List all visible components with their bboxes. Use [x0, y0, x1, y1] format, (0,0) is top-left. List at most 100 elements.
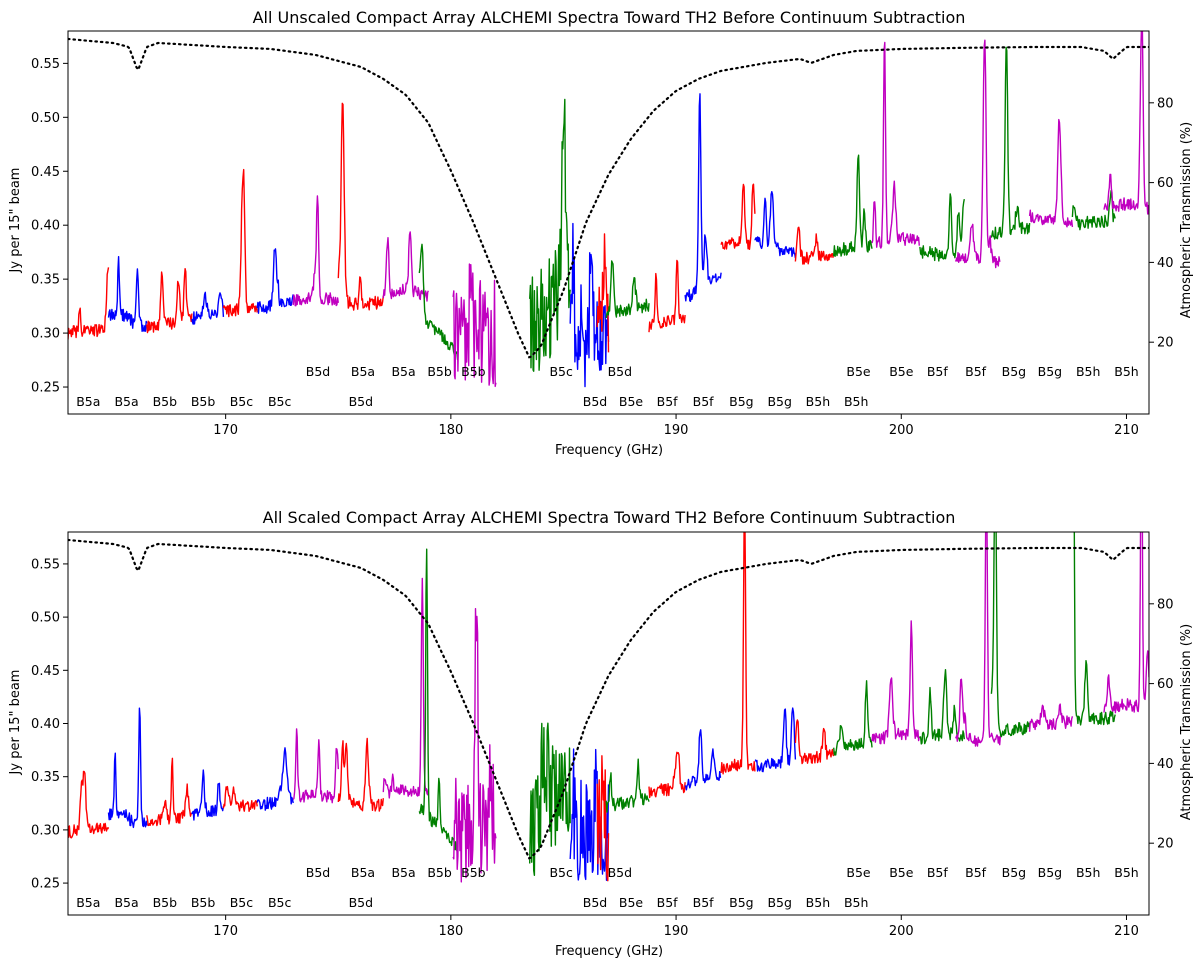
spectrum-segment [569, 222, 610, 388]
y-tick-label: 0.55 [31, 557, 60, 572]
spectrum-segment [919, 669, 965, 745]
band-label: B5f [657, 394, 679, 409]
spectrum-segment [222, 168, 258, 318]
y-tick-label: 0.35 [31, 770, 60, 785]
spectrum-segment [256, 747, 294, 811]
band-label: B5a [76, 394, 100, 409]
band-label: B5e [846, 865, 871, 880]
y-tick-label: 0.35 [31, 273, 60, 288]
spectrum-segment [648, 259, 686, 333]
band-label: B5b [191, 895, 216, 910]
top-panel-xlabel: Frequency (GHz) [555, 443, 663, 458]
spectrum-segment [990, 46, 1031, 240]
band-label: B5h [1114, 865, 1138, 880]
spectrum-segment [1073, 532, 1116, 726]
spectrum-segment [191, 291, 225, 325]
band-label: B5f [927, 865, 949, 880]
band-label: B5e [889, 364, 914, 379]
band-label: B5b [427, 865, 452, 880]
spectrum-segment [452, 608, 497, 883]
band-label: B5a [114, 394, 138, 409]
spectrum-segment [529, 722, 571, 876]
band-label: B5a [391, 364, 415, 379]
y-tick-label: 0.45 [31, 664, 60, 679]
bottom-panel-ylabel: Jy per 15" beam [8, 670, 23, 776]
band-label: B5g [767, 394, 791, 409]
band-label: B5h [1114, 364, 1138, 379]
band-label: B5d [349, 394, 373, 409]
band-label: B5a [351, 865, 375, 880]
top-panel: All Unscaled Compact Array ALCHEMI Spect… [8, 8, 1194, 458]
x-tick-label: 210 [1114, 423, 1139, 438]
band-label: B5b [461, 865, 486, 880]
x-tick-label: 190 [664, 924, 689, 939]
atmospheric-transmission-line [68, 37, 1149, 359]
x-tick-label: 190 [664, 423, 689, 438]
band-label: B5g [729, 394, 753, 409]
spectrum-segment [648, 751, 686, 799]
band-label: B5e [619, 394, 644, 409]
spectrum-segment [222, 785, 258, 812]
y-right-tick-label: 80 [1157, 96, 1174, 111]
y-tick-label: 0.40 [31, 717, 60, 732]
band-label: B5f [965, 865, 987, 880]
band-label: B5f [657, 895, 679, 910]
spectrum-segment [292, 728, 339, 804]
band-label: B5a [351, 364, 375, 379]
y-tick-label: 0.50 [31, 111, 60, 126]
bottom-panel: All Scaled Compact Array ALCHEMI Spectra… [8, 508, 1194, 959]
x-tick-label: 200 [889, 924, 914, 939]
spectrum-segment [684, 729, 722, 791]
band-label: B5h [806, 394, 830, 409]
band-label: B5d [349, 895, 373, 910]
band-label: B5g [1038, 865, 1062, 880]
band-label: B5h [1076, 865, 1100, 880]
band-label: B5e [846, 364, 871, 379]
y-right-tick-label: 60 [1157, 677, 1174, 692]
spectrum-segment [529, 98, 571, 372]
y-right-tick-label: 80 [1157, 597, 1174, 612]
y-tick-label: 0.50 [31, 611, 60, 626]
band-label: B5d [306, 364, 330, 379]
spectrum-segment [754, 707, 797, 773]
band-label: B5h [1076, 364, 1100, 379]
band-label: B5f [693, 895, 715, 910]
spectrum-segment [418, 548, 459, 855]
y-tick-label: 0.25 [31, 381, 60, 396]
spectrum-segment [833, 154, 873, 257]
band-label: B5a [76, 895, 100, 910]
spectrum-segment [955, 39, 1001, 269]
y-right-tick-label: 60 [1157, 176, 1174, 191]
band-label: B5c [549, 364, 573, 379]
band-label: B5b [153, 394, 178, 409]
spectrum-segment [605, 758, 650, 813]
spectrum-segment [1028, 118, 1074, 228]
spectrum-segment [1071, 190, 1116, 231]
y-tick-label: 0.45 [31, 165, 60, 180]
spectrum-segment [382, 231, 429, 302]
band-label: B5d [583, 895, 607, 910]
band-label: B5f [965, 364, 987, 379]
spectrum-segment [146, 268, 193, 334]
spectrum-segment [569, 748, 610, 881]
spectrum-segment [990, 532, 1031, 738]
y-tick-label: 0.40 [31, 219, 60, 234]
spectrum-segment [596, 755, 610, 882]
spectrum-segment [107, 256, 148, 332]
x-tick-label: 180 [438, 924, 463, 939]
band-label: B5g [1002, 865, 1026, 880]
spectrum-segment [382, 577, 429, 799]
plot-area [68, 31, 1149, 388]
band-label: B5c [549, 865, 573, 880]
band-label: B5h [844, 394, 868, 409]
bottom-panel-title: All Scaled Compact Array ALCHEMI Spectra… [263, 508, 956, 527]
x-tick-label: 210 [1114, 924, 1139, 939]
band-label: B5h [844, 895, 868, 910]
top-panel-title: All Unscaled Compact Array ALCHEMI Spect… [253, 8, 966, 27]
y-right-tick-label: 20 [1157, 336, 1174, 351]
band-label: B5e [619, 895, 644, 910]
band-label: B5b [191, 394, 216, 409]
y-tick-label: 0.30 [31, 327, 60, 342]
bottom-panel-xlabel: Frequency (GHz) [555, 944, 663, 959]
